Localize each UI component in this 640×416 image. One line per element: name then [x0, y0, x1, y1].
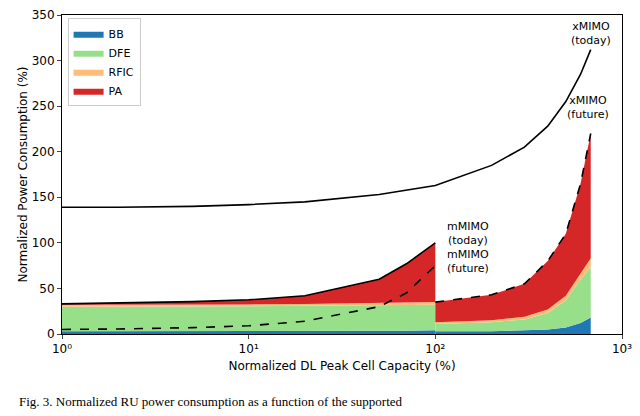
svg-text:PA: PA: [109, 85, 123, 98]
svg-text:100: 100: [32, 236, 55, 250]
svg-text:Normalized Power Consumption (: Normalized Power Consumption (%): [16, 66, 30, 282]
svg-text:250: 250: [32, 99, 55, 113]
svg-text:xMIMO(future): xMIMO(future): [567, 94, 609, 121]
svg-text:Normalized DL Peak Cell Capaci: Normalized DL Peak Cell Capacity (%): [228, 359, 455, 373]
svg-text:DFE: DFE: [109, 47, 131, 60]
svg-text:10³: 10³: [612, 342, 632, 356]
svg-text:xMIMO(today): xMIMO(today): [571, 20, 611, 47]
svg-text:300: 300: [32, 54, 55, 68]
svg-text:RFIC: RFIC: [109, 66, 134, 79]
svg-text:10¹: 10¹: [239, 342, 259, 356]
svg-text:200: 200: [32, 145, 55, 159]
svg-text:0: 0: [47, 327, 55, 341]
svg-text:150: 150: [32, 190, 55, 204]
svg-text:10²: 10²: [425, 342, 445, 356]
svg-text:BB: BB: [109, 28, 124, 41]
svg-text:mMIMO(today): mMIMO(today): [447, 220, 489, 247]
svg-text:10⁰: 10⁰: [52, 342, 72, 356]
svg-text:350: 350: [32, 8, 55, 22]
svg-text:mMIMO(future): mMIMO(future): [447, 248, 489, 275]
svg-text:50: 50: [39, 282, 54, 296]
svg-text:Fig. 3. Normalized RU power co: Fig. 3. Normalized RU power consumption …: [19, 394, 403, 409]
